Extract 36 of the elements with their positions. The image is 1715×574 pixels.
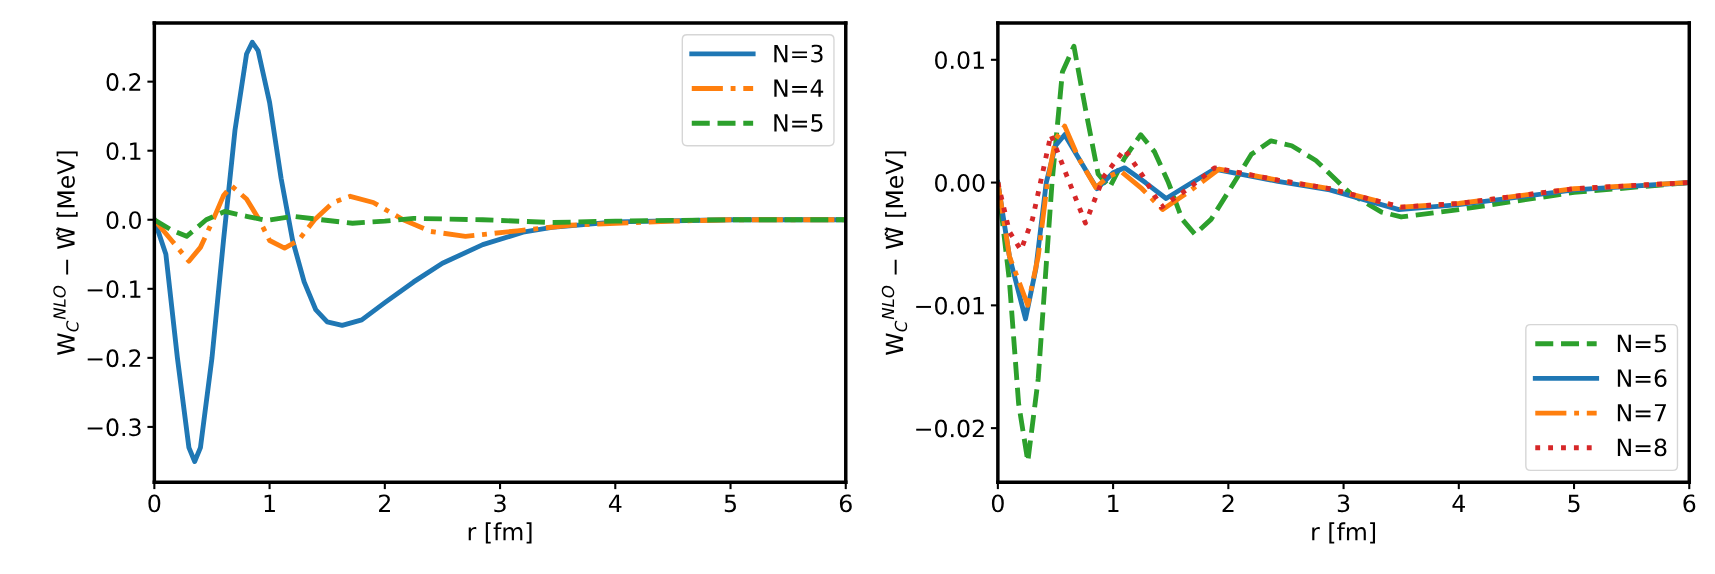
x-axis-title: r [fm] [468, 522, 532, 544]
y-tick-label: −0.3 [87, 418, 141, 437]
y-tick-label: 0.1 [106, 142, 141, 161]
x-tick-label: 1 [1108, 494, 1119, 512]
x-tick-label: 6 [839, 494, 852, 513]
legend-label: N=8 [1617, 438, 1667, 457]
x-tick-label: 6 [1683, 494, 1696, 513]
legend-label: N=7 [1617, 404, 1666, 422]
x-tick-label: 0 [991, 494, 1004, 513]
x-tick-label: 1 [264, 494, 275, 512]
y-tick-label: −0.1 [87, 280, 141, 299]
x-tick-label: 5 [724, 494, 736, 513]
x-tick-label: 4 [1452, 494, 1465, 512]
x-tick-label: 3 [1337, 494, 1350, 513]
legend-label: N=4 [774, 79, 824, 97]
y-tick-label: −0.2 [87, 349, 141, 368]
x-tick-label: 2 [1222, 494, 1234, 512]
x-tick-label: 5 [1568, 494, 1580, 513]
y-tick-label: −0.02 [916, 419, 984, 438]
legend-label: N=6 [1617, 369, 1667, 388]
y-tick-label: 0.0 [106, 211, 141, 230]
x-tick-label: 0 [148, 494, 161, 513]
y-axis-title: W$_{C}$$^{NLO}$ − W̃ [MeV] [53, 151, 79, 355]
y-axis-title: W$_{C}$$^{NLO}$ − W̃ [MeV] [881, 151, 908, 355]
x-axis-title: r [fm] [1312, 522, 1376, 544]
y-tick-label: 0.01 [935, 51, 984, 70]
x-tick-label: 2 [379, 494, 390, 512]
line-series [154, 209, 846, 239]
y-tick-label: −0.01 [916, 296, 984, 315]
legend-label: N=3 [774, 44, 823, 63]
x-tick-label: 4 [608, 494, 622, 512]
legend-label: N=5 [774, 114, 823, 132]
y-tick-label: 0.2 [106, 73, 141, 91]
y-tick-label: 0.00 [935, 174, 985, 192]
x-tick-label: 3 [494, 494, 506, 513]
legend-label: N=5 [1617, 334, 1666, 353]
